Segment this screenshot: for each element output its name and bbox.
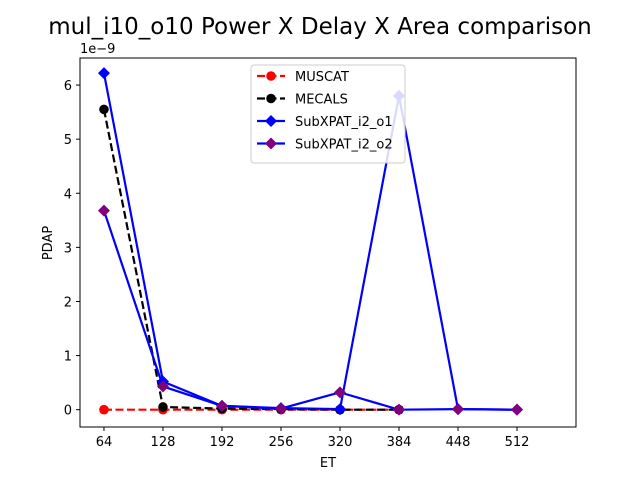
- x-tick-label: 384: [387, 435, 412, 450]
- x-tick-label: 512: [505, 435, 530, 450]
- legend-label-subxpat-i2-o2: SubXPAT_i2_o2: [295, 138, 393, 153]
- plot-frame: [79, 57, 577, 428]
- plot-layer: 64 128 192 256 320 384 448 512 0 1 2 3 4 5 6: [64, 57, 577, 450]
- data-point-subxpat-i2-o1: [97, 67, 110, 80]
- data-point-muscat: [99, 404, 109, 415]
- series-line-subxpat-i2-o2: [102, 210, 518, 411]
- data-point-subxpat-i2-o2: [156, 380, 169, 393]
- y-tick-label: 1: [64, 350, 72, 365]
- data-point-subxpat-i2-o2: [451, 403, 464, 416]
- x-tick-label: 320: [328, 435, 353, 450]
- legend-box: [250, 64, 406, 164]
- x-tick-label: 448: [446, 435, 471, 450]
- legend-marker-subxpat-i2-o2: [265, 137, 277, 150]
- y-axis-label: PDAP: [41, 226, 56, 261]
- series-line-mecals: [102, 109, 399, 411]
- y-tick-label: 2: [64, 295, 72, 310]
- chart-title: mul_i10_o10 Power X Delay X Area compari…: [48, 14, 591, 40]
- legend-marker-mecals: [266, 93, 276, 104]
- legend-label-mecals: MECALS: [295, 93, 348, 108]
- data-point-subxpat-i2-o2: [333, 386, 346, 399]
- x-tick-label: 256: [269, 435, 294, 450]
- x-tick-label: 64: [96, 435, 113, 450]
- data-point-subxpat-i2-o1: [333, 403, 346, 416]
- legend-label-subxpat-i2-o1: SubXPAT_i2_o1: [295, 115, 393, 130]
- data-point-subxpat-i2-o2: [215, 399, 228, 412]
- data-point-subxpat-i2-o2: [97, 204, 110, 217]
- data-point-mecals: [158, 402, 168, 412]
- legend-marker-muscat: [266, 71, 276, 81]
- series-line-subxpat-i2-o1: [102, 72, 518, 411]
- legend-label-muscat: MUSCAT: [295, 70, 349, 85]
- y-tick-label: 6: [64, 79, 72, 94]
- data-point-subxpat-i2-o2: [274, 402, 287, 415]
- series-subxpat-i2-o2: [97, 204, 523, 416]
- y-tick-label: 3: [64, 241, 72, 256]
- y-scale-exponent: 1e−9: [80, 42, 115, 57]
- data-point-subxpat-i2-o2: [510, 403, 523, 416]
- x-tick-label: 128: [151, 435, 176, 450]
- y-tick-label: 4: [64, 187, 72, 202]
- data-point-subxpat-i2-o2: [392, 403, 405, 416]
- data-point-mecals: [99, 104, 109, 115]
- legend-marker-subxpat-i2-o1: [265, 115, 277, 127]
- y-tick-label: 0: [64, 404, 72, 419]
- x-axis-label: ET: [320, 456, 336, 471]
- legend: MUSCAT MECALS SubXPAT_i2_o1 SubXPAT_i2_o2: [250, 64, 406, 164]
- y-tick-label: 5: [64, 133, 72, 148]
- x-tick-label: 192: [210, 435, 235, 450]
